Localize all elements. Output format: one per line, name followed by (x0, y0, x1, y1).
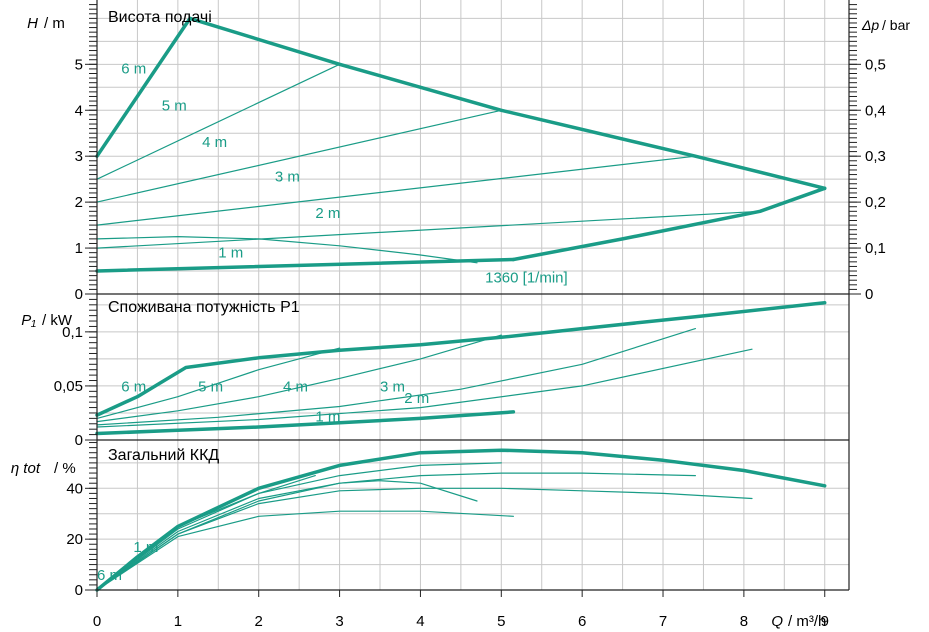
y-tick-label: 0 (75, 286, 83, 303)
series-line (96, 480, 478, 591)
secondary-tick-label: 0 (865, 286, 873, 303)
panel-title-power: Споживана потужність P1 (108, 299, 300, 316)
x-tick-label: 2 (255, 613, 263, 630)
curve-annotation: 4 m (202, 134, 227, 151)
x-tick-label: 9 (821, 613, 829, 630)
curve-annotation: 6 m (121, 61, 146, 78)
curve-annotation: 3 m (380, 378, 405, 395)
label-layer: Висота подачі Споживана потужність P1 За… (11, 9, 911, 630)
curve-annotation: 1360 [1/min] (485, 270, 568, 287)
series-line (96, 334, 502, 423)
y-axis-unit-head: / m (44, 15, 65, 32)
secondary-tick-label: 0,1 (865, 240, 886, 257)
y-tick-label: 0 (75, 582, 83, 599)
x-tick-label: 1 (174, 613, 182, 630)
x-tick-label: 4 (416, 613, 424, 630)
series-line (95, 16, 192, 158)
y-axis-label-secondary: Δp (861, 17, 879, 33)
series-line (96, 328, 697, 426)
y-tick-label: 0,05 (54, 378, 83, 395)
curve-annotation: 1 m (315, 409, 340, 426)
y-tick-label: 0,1 (62, 324, 83, 341)
series-line (95, 410, 516, 436)
x-tick-label: 5 (497, 613, 505, 630)
series-line (188, 16, 827, 191)
curve-annotation: 1 m (218, 244, 243, 261)
series-line (96, 63, 341, 180)
y-tick-label: 4 (75, 102, 83, 119)
y-tick-label: 1 (75, 240, 83, 257)
x-tick-label: 0 (93, 613, 101, 630)
series-line (96, 462, 502, 591)
series-line (96, 472, 697, 591)
series-line (96, 210, 761, 249)
series-line (96, 475, 316, 591)
secondary-tick-label: 0,3 (865, 148, 886, 165)
x-tick-label: 7 (659, 613, 667, 630)
series-line (96, 347, 341, 419)
panel-title-efficiency: Загальний ККД (108, 447, 219, 464)
series-line (95, 300, 827, 417)
y-tick-label: 5 (75, 56, 83, 73)
x-tick-label: 8 (740, 613, 748, 630)
series-line (96, 236, 478, 264)
curve-annotation: 4 m (283, 378, 308, 395)
curve-annotation: 5 m (198, 378, 223, 395)
y-axis-unit-secondary: / bar (882, 17, 910, 33)
series-line (96, 109, 502, 203)
y-tick-label: 20 (66, 531, 83, 548)
y-axis-label-power: P₁ (21, 312, 36, 329)
curve-annotation: 2 m (404, 390, 429, 407)
x-axis-unit: / m³/h (788, 613, 826, 630)
frame-layer: 0 1 2 3 4 5 6 7 8 9 0 1 2 3 4 5 0 0,1 0,2 0,3 0,4 0,5 0 0,05 0,1… (54, 0, 886, 630)
curve-annotation: 2 m (315, 205, 340, 222)
curve-annotation: 6 m (121, 378, 146, 395)
x-tick-label: 3 (335, 613, 343, 630)
curve-annotation: 6 m (97, 567, 122, 584)
series-line (96, 510, 515, 591)
y-tick-label: 2 (75, 194, 83, 211)
curve-annotation: 5 m (162, 97, 187, 114)
grid-layer (97, 0, 849, 590)
curve-annotation: 1 m (133, 539, 158, 556)
series-line (95, 257, 516, 273)
secondary-tick-label: 0,2 (865, 194, 886, 211)
secondary-tick-label: 0,5 (865, 56, 886, 73)
y-axis-label-efficiency: η tot (11, 460, 41, 477)
y-axis-unit-efficiency: / % (54, 460, 76, 477)
series-line (96, 487, 753, 591)
y-axis-unit-power: / kW (42, 312, 73, 329)
panel-title-head: Висота подачі (108, 9, 212, 26)
secondary-tick-label: 0,4 (865, 102, 886, 119)
curve-layer (95, 16, 827, 592)
x-axis-label: Q (771, 613, 783, 630)
y-axis-label-head: H (27, 15, 38, 32)
y-tick-label: 40 (66, 480, 83, 497)
series-line (96, 155, 697, 226)
series-line (96, 348, 753, 428)
x-tick-label: 6 (578, 613, 586, 630)
y-tick-label: 0 (75, 432, 83, 449)
series-line (511, 186, 827, 262)
curve-annotation: 3 m (275, 168, 300, 185)
y-tick-label: 3 (75, 148, 83, 165)
